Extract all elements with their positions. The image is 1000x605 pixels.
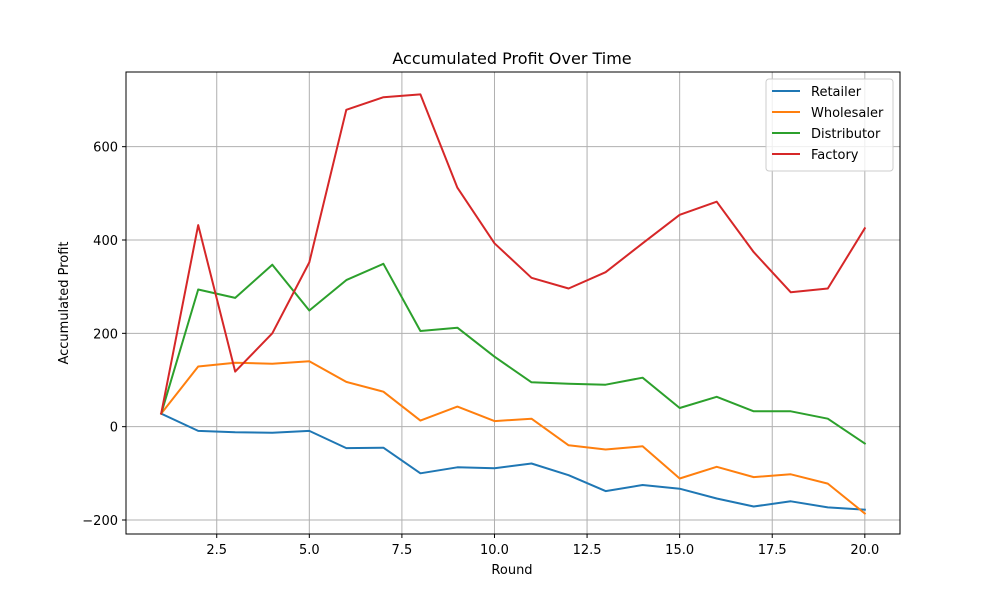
y-tick-label: −200 — [82, 514, 118, 529]
legend-label-distributor: Distributor — [811, 127, 881, 142]
x-tick-label: 12.5 — [573, 543, 602, 558]
x-tick-label: 20.0 — [850, 543, 879, 558]
y-tick-label: 400 — [93, 234, 118, 249]
x-axis-ticks: 2.5 5.0 7.5 10.0 12.5 15.0 17.5 20.0 — [206, 534, 879, 558]
legend-label-factory: Factory — [811, 148, 859, 163]
legend-label-retailer: Retailer — [811, 85, 862, 100]
y-tick-label: 600 — [93, 141, 118, 156]
plot-area-frame — [125, 71, 901, 535]
series-line-retailer — [159, 412, 866, 511]
x-tick-label: 15.0 — [665, 543, 694, 558]
y-tick-label: 200 — [93, 327, 118, 342]
legend: Retailer Wholesaler Distributor Factory — [765, 78, 894, 172]
x-tick-label: 2.5 — [206, 543, 227, 558]
x-tick-label: 5.0 — [299, 543, 320, 558]
y-axis-label: Accumulated Profit — [57, 241, 72, 364]
chart-title: Accumulated Profit Over Time — [392, 49, 631, 68]
legend-label-wholesaler: Wholesaler — [811, 106, 884, 121]
series-line-wholesaler — [159, 360, 867, 515]
legend-box — [765, 78, 894, 172]
x-tick-label: 7.5 — [392, 543, 413, 558]
series-line-factory — [160, 93, 867, 415]
series-line-distributor — [159, 262, 867, 445]
x-tick-label: 17.5 — [758, 543, 787, 558]
x-axis-label: Round — [491, 563, 532, 578]
y-tick-label: 0 — [110, 421, 118, 436]
series-lines — [159, 93, 867, 515]
x-tick-label: 10.0 — [480, 543, 509, 558]
y-axis-ticks: −200 0 200 400 600 — [82, 141, 126, 529]
